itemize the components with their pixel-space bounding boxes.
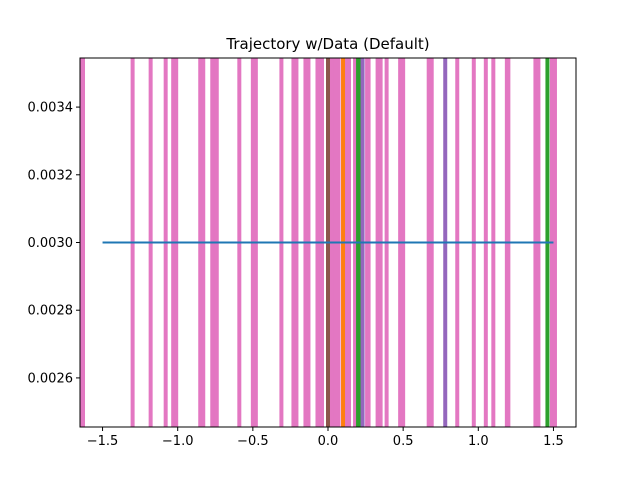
y-tick-label: 0.0026 [28, 371, 74, 386]
y-tick-label: 0.0032 [28, 168, 74, 183]
y-tick-label: 0.0028 [28, 304, 74, 319]
x-tick-label: −1.5 [87, 434, 119, 449]
x-tick-label: −0.5 [237, 434, 269, 449]
x-tick-label: 0.0 [318, 434, 339, 449]
y-tick-label: 0.0034 [28, 101, 74, 116]
axes: −1.5 −1.0 −0.5 0.0 0.5 1.0 1.5 0.0026 0.0028 0.00… [28, 57, 577, 449]
x-tick-label: 0.5 [393, 434, 414, 449]
plot-area [80, 58, 557, 427]
y-tick-label: 0.0030 [28, 236, 74, 251]
x-tick-label: 1.0 [468, 434, 489, 449]
x-tick-label: 1.5 [543, 434, 564, 449]
x-tick-label: −1.0 [162, 434, 194, 449]
chart-title: Trajectory w/Data (Default) [225, 35, 429, 53]
